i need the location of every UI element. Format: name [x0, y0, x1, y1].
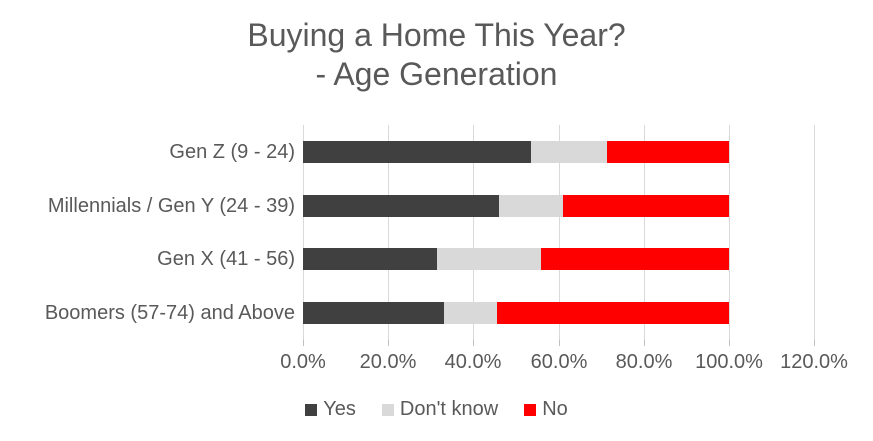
legend-swatch-icon — [381, 403, 394, 416]
bar-row — [303, 248, 729, 270]
gridline — [729, 125, 730, 340]
bar-segment-don-t-know — [530, 141, 608, 163]
axis-tickmark — [559, 340, 560, 346]
axis-tickmark — [814, 340, 815, 346]
legend: Yes Don't know No — [0, 398, 873, 421]
x-axis-tick-label: 120.0% — [780, 351, 848, 373]
legend-item-yes: Yes — [305, 398, 356, 421]
gridline — [559, 125, 560, 340]
bar-segment-no — [496, 302, 729, 324]
category-label: Gen X (41 - 56) — [157, 248, 295, 270]
legend-swatch-icon — [524, 403, 537, 416]
gridline — [814, 125, 815, 340]
x-axis-tick-label: 0.0% — [280, 351, 326, 373]
gridline — [303, 125, 304, 340]
bar-segment-yes — [303, 141, 531, 163]
bar-row — [303, 195, 729, 217]
bar-segment-no — [607, 141, 729, 163]
chart-title: Buying a Home This Year? - Age Generatio… — [0, 16, 873, 94]
bar-segment-don-t-know — [437, 248, 542, 270]
gridline — [644, 125, 645, 340]
category-label: Gen Z (9 - 24) — [169, 141, 295, 163]
bar-row — [303, 141, 729, 163]
legend-label: No — [542, 398, 568, 420]
gridline — [388, 125, 389, 340]
bar-segment-don-t-know — [443, 302, 497, 324]
legend-item-don-t-know: Don't know — [381, 398, 499, 421]
legend-item-no: No — [524, 398, 568, 421]
bar-segment-yes — [303, 195, 499, 217]
gridline — [473, 125, 474, 340]
x-axis-tick-label: 40.0% — [444, 351, 502, 373]
legend-label: Don't know — [399, 398, 499, 420]
axis-tickmark — [729, 340, 730, 346]
legend-label: Yes — [323, 398, 356, 420]
chart-title-line-1: Buying a Home This Year? — [247, 17, 626, 53]
x-axis-tick-label: 60.0% — [530, 351, 588, 373]
bar-segment-yes — [303, 248, 438, 270]
axis-tickmark — [644, 340, 645, 346]
bar-row — [303, 302, 729, 324]
bar-segment-no — [562, 195, 729, 217]
bar-segment-don-t-know — [498, 195, 563, 217]
plot-area — [303, 125, 815, 346]
chart-title-line-2: - Age Generation — [315, 56, 558, 92]
bar-segment-yes — [303, 302, 444, 324]
bar-segment-no — [541, 248, 729, 270]
x-axis-tick-label: 100.0% — [695, 351, 763, 373]
category-label: Millennials / Gen Y (24 - 39) — [47, 195, 295, 217]
category-label: Boomers (57-74) and Above — [44, 302, 295, 324]
x-axis-tick-label: 80.0% — [615, 351, 673, 373]
axis-tickmark — [388, 340, 389, 346]
axis-tickmark — [303, 340, 304, 346]
x-axis-tick-label: 20.0% — [359, 351, 417, 373]
legend-swatch-icon — [305, 403, 318, 416]
axis-tickmark — [473, 340, 474, 346]
